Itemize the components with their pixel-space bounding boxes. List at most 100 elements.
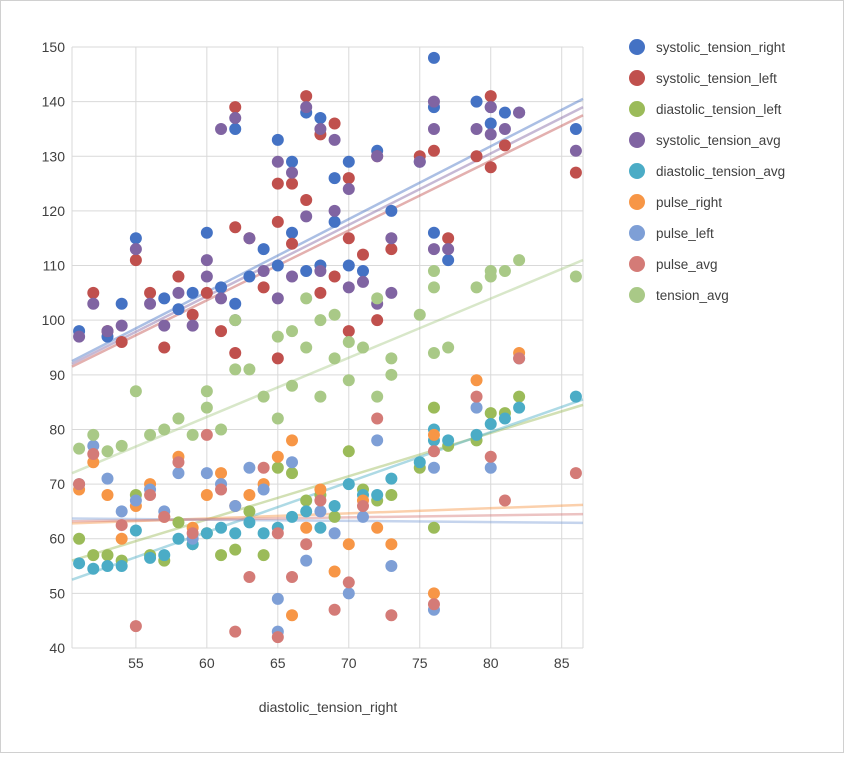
point-pulse_avg xyxy=(484,450,497,463)
point-tension_avg xyxy=(371,390,384,403)
point-systolic_tension_right xyxy=(257,243,270,256)
legend-marker-tension_avg xyxy=(629,287,645,303)
point-diastolic_tension_avg xyxy=(314,521,327,534)
point-pulse_avg xyxy=(87,448,100,461)
point-systolic_tension_right xyxy=(229,297,242,310)
point-pulse_left xyxy=(300,554,313,567)
legend-label: systolic_tension_right xyxy=(656,40,785,55)
point-systolic_tension_avg xyxy=(186,319,199,332)
point-diastolic_tension_avg xyxy=(73,557,86,570)
point-tension_avg xyxy=(328,308,341,321)
legend-label: pulse_right xyxy=(656,195,722,210)
point-pulse_avg xyxy=(172,456,185,469)
point-systolic_tension_avg xyxy=(200,270,213,283)
point-pulse_right xyxy=(286,609,299,622)
point-pulse_avg xyxy=(385,609,398,622)
point-systolic_tension_right xyxy=(427,51,440,64)
point-systolic_tension_left xyxy=(371,314,384,327)
y-tick-label: 110 xyxy=(43,258,66,274)
point-diastolic_tension_left xyxy=(427,401,440,414)
point-systolic_tension_avg xyxy=(342,183,355,196)
point-systolic_tension_left xyxy=(229,221,242,234)
point-systolic_tension_avg xyxy=(144,297,157,310)
point-diastolic_tension_avg xyxy=(484,417,497,430)
point-pulse_avg xyxy=(73,478,86,491)
point-pulse_avg xyxy=(314,494,327,507)
point-pulse_avg xyxy=(271,631,284,644)
point-systolic_tension_avg xyxy=(356,275,369,288)
point-systolic_tension_avg xyxy=(87,297,100,310)
point-systolic_tension_avg xyxy=(115,319,128,332)
point-pulse_avg xyxy=(271,527,284,540)
point-diastolic_tension_avg xyxy=(569,390,582,403)
point-diastolic_tension_left xyxy=(87,549,100,562)
point-tension_avg xyxy=(286,379,299,392)
point-systolic_tension_left xyxy=(215,325,228,338)
point-systolic_tension_left xyxy=(342,172,355,185)
point-systolic_tension_right xyxy=(200,226,213,239)
point-pulse_avg xyxy=(229,625,242,638)
gridlines xyxy=(71,46,584,649)
point-systolic_tension_avg xyxy=(442,243,455,256)
point-diastolic_tension_avg xyxy=(115,560,128,573)
point-systolic_tension_avg xyxy=(286,270,299,283)
point-systolic_tension_avg xyxy=(328,204,341,217)
point-diastolic_tension_avg xyxy=(257,527,270,540)
point-tension_avg xyxy=(200,401,213,414)
point-pulse_left xyxy=(342,587,355,600)
point-systolic_tension_left xyxy=(328,117,341,130)
y-tick-label: 140 xyxy=(42,94,66,110)
point-systolic_tension_left xyxy=(328,270,341,283)
point-systolic_tension_avg xyxy=(271,155,284,168)
point-systolic_tension_right xyxy=(243,270,256,283)
point-diastolic_tension_avg xyxy=(101,560,114,573)
point-systolic_tension_right xyxy=(342,259,355,272)
legend-marker-pulse_avg xyxy=(629,256,645,272)
legend-marker-pulse_right xyxy=(629,194,645,210)
x-tick-label: 85 xyxy=(554,655,570,671)
point-systolic_tension_avg xyxy=(427,95,440,108)
point-tension_avg xyxy=(271,330,284,343)
y-tick-label: 130 xyxy=(42,148,66,164)
point-systolic_tension_right xyxy=(470,95,483,108)
point-diastolic_tension_avg xyxy=(229,527,242,540)
point-diastolic_tension_left xyxy=(427,521,440,534)
y-tick-label: 40 xyxy=(49,640,65,656)
point-systolic_tension_left xyxy=(314,286,327,299)
point-systolic_tension_right xyxy=(427,226,440,239)
point-systolic_tension_right xyxy=(215,281,228,294)
point-pulse_avg xyxy=(371,412,384,425)
point-tension_avg xyxy=(257,390,270,403)
point-pulse_right xyxy=(215,467,228,480)
point-systolic_tension_avg xyxy=(300,210,313,223)
point-pulse_avg xyxy=(470,390,483,403)
point-pulse_right xyxy=(427,587,440,600)
point-tension_avg xyxy=(385,352,398,365)
point-pulse_right xyxy=(371,521,384,534)
point-pulse_avg xyxy=(257,461,270,474)
point-systolic_tension_right xyxy=(286,226,299,239)
point-pulse_left xyxy=(243,461,256,474)
point-systolic_tension_right xyxy=(328,215,341,228)
point-pulse_avg xyxy=(356,499,369,512)
x-tick-label: 75 xyxy=(412,655,428,671)
point-diastolic_tension_left xyxy=(101,549,114,562)
point-systolic_tension_left xyxy=(257,281,270,294)
x-tick-label: 60 xyxy=(199,655,215,671)
point-systolic_tension_left xyxy=(271,352,284,365)
point-diastolic_tension_avg xyxy=(498,412,511,425)
point-pulse_left xyxy=(229,499,242,512)
point-pulse_avg xyxy=(129,620,142,633)
point-pulse_avg xyxy=(286,570,299,583)
point-pulse_left xyxy=(101,472,114,485)
point-pulse_right xyxy=(271,450,284,463)
point-tension_avg xyxy=(356,341,369,354)
point-systolic_tension_left xyxy=(172,270,185,283)
point-systolic_tension_right xyxy=(286,155,299,168)
point-diastolic_tension_avg xyxy=(243,516,256,529)
point-systolic_tension_left xyxy=(144,286,157,299)
legend-label: pulse_left xyxy=(656,226,714,241)
point-tension_avg xyxy=(129,385,142,398)
x-tick-label: 55 xyxy=(128,655,144,671)
legend-label: diastolic_tension_avg xyxy=(656,164,785,179)
